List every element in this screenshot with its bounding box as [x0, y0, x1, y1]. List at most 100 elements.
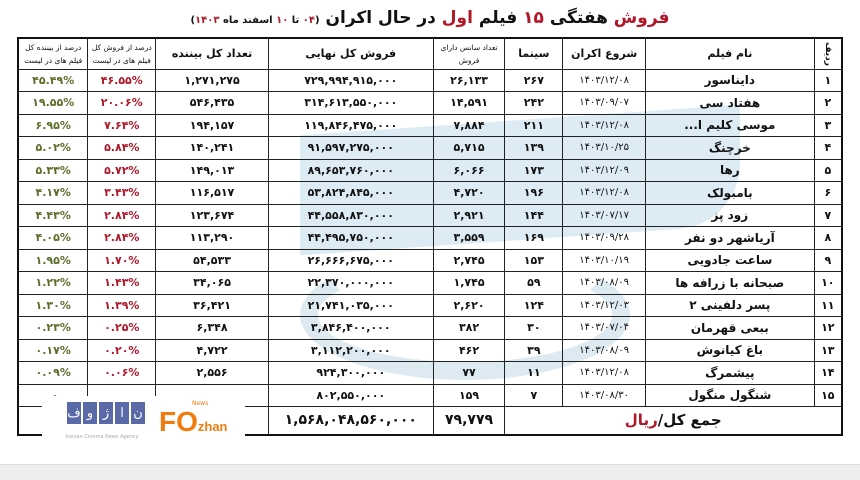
- header-sales: فروش کل نهایی: [267, 37, 434, 70]
- table-row: ۵ رها ۱۴۰۳/۱۲/۰۹ ۱۷۳ ۶,۰۶۶ ۸۹,۶۵۳,۷۶۰,۰۰۰ ۱۴۹,…: [17, 158, 843, 182]
- viewer-count: ۱۹۴,۱۵۷: [155, 113, 269, 137]
- table-row: ۶ بامبولک ۱۴۰۳/۱۲/۰۸ ۱۹۶ ۴,۷۲۰ ۵۳,۸۲۴,۸۴۵,۰۰۰…: [17, 181, 843, 205]
- viewer-percent: ۱.۲۲%: [17, 271, 89, 295]
- cinema-count: ۱۵۳: [504, 248, 564, 272]
- start-date: ۱۴۰۳/۱۲/۰۸: [562, 361, 647, 385]
- sales-percent: ۲.۸۴%: [87, 226, 157, 250]
- session-count: ۷,۸۸۴: [432, 113, 506, 137]
- film-name: هفتاد سی: [645, 91, 815, 115]
- rank-cell: ۱۲: [813, 316, 843, 340]
- cinema-count: ۱۲۴: [504, 293, 564, 317]
- film-name: زود پز: [645, 203, 815, 227]
- bottom-bar: [0, 464, 860, 480]
- cinema-count: ۲۴۲: [504, 91, 564, 115]
- cinema-count: ۷: [504, 383, 564, 407]
- total-sales: ۲۶,۶۶۶,۶۷۵,۰۰۰: [267, 248, 434, 272]
- film-name: ببعی قهرمان: [645, 316, 815, 340]
- sales-percent: ۵.۸۴%: [87, 136, 157, 160]
- rank-cell: ۱۱: [813, 293, 843, 317]
- rank-cell: ۹: [813, 248, 843, 272]
- total-sales: ۲۲,۳۷۰,۰۰۰,۰۰۰: [267, 271, 434, 295]
- viewer-count: ۳۶,۴۲۱: [155, 293, 269, 317]
- table-row: ۱۰ صبحانه با زرافه ها ۱۴۰۳/۰۸/۰۹ ۵۹ ۱,۷۴۵ ۲۲,…: [17, 271, 843, 295]
- viewer-percent: ۰.۱۷%: [17, 338, 89, 362]
- cinema-count: ۲۶۷: [504, 68, 564, 92]
- total-sales: ۳,۸۴۶,۴۰۰,۰۰۰: [267, 316, 434, 340]
- total-sessions: ۷۹,۷۷۹: [432, 406, 506, 435]
- table-row: ۳ موسی کلیم ا... ۱۴۰۳/۱۲/۰۸ ۲۱۱ ۷,۸۸۴ ۱۱۹,۸۴۶…: [17, 113, 843, 137]
- rank-cell: ۸: [813, 226, 843, 250]
- cinema-count: ۳۹: [504, 338, 564, 362]
- header-rank: ردیف: [813, 37, 843, 70]
- sales-percent: ۱.۴۳%: [87, 271, 157, 295]
- total-sales: ۱,۵۶۸,۰۴۸,۵۶۰,۰۰۰: [267, 406, 434, 435]
- rank-cell: ۱۰: [813, 271, 843, 295]
- session-count: ۳,۵۵۹: [432, 226, 506, 250]
- viewer-count: ۱۲۳,۶۷۴: [155, 203, 269, 227]
- session-count: ۲,۶۲۰: [432, 293, 506, 317]
- table-row: ۷ زود پز ۱۴۰۳/۰۷/۱۷ ۱۴۴ ۲,۹۲۱ ۴۴,۵۵۸,۸۳۰,۰۰۰ ۱…: [17, 203, 843, 227]
- start-date: ۱۴۰۳/۱۲/۰۸: [562, 68, 647, 92]
- viewer-percent: ۱.۹۵%: [17, 248, 89, 272]
- cinema-count: ۱۴۴: [504, 203, 564, 227]
- header-sales-pct: درصد از فروش کل فیلم های در لیست: [87, 37, 157, 70]
- rank-cell: ۵: [813, 158, 843, 182]
- header-viewers-pct: درصد از بیننده کل فیلم های در لیست: [17, 37, 89, 70]
- cinema-count: ۵۹: [504, 271, 564, 295]
- viewer-percent: ۱۹.۵۵%: [17, 91, 89, 115]
- table-row: ۹ ساعت جادویی ۱۴۰۳/۱۰/۱۹ ۱۵۳ ۲,۷۴۵ ۲۶,۶۶۶,۶۷۵…: [17, 248, 843, 272]
- header-sessions: تعداد سانس دارای فروش: [432, 37, 506, 70]
- table-row: ۲ هفتاد سی ۱۴۰۳/۰۹/۰۷ ۲۴۲ ۱۴,۵۹۱ ۳۱۴,۶۱۳,۵۵۰,…: [17, 91, 843, 115]
- session-count: ۱,۷۴۵: [432, 271, 506, 295]
- sales-percent: ۰.۰۶%: [87, 361, 157, 385]
- viewer-percent: ۴.۰۵%: [17, 226, 89, 250]
- session-count: ۲,۷۴۵: [432, 248, 506, 272]
- rank-cell: ۲: [813, 91, 843, 115]
- film-name: بامبولک: [645, 181, 815, 205]
- viewer-count: ۱۱۶,۵۱۷: [155, 181, 269, 205]
- session-count: ۱۴,۵۹۱: [432, 91, 506, 115]
- total-sales: ۹۲۴,۳۰۰,۰۰۰: [267, 361, 434, 385]
- film-name: پیشمرگ: [645, 361, 815, 385]
- rank-cell: ۱۴: [813, 361, 843, 385]
- film-name: شنگول منگول: [645, 383, 815, 407]
- viewer-count: ۶,۳۴۸: [155, 316, 269, 340]
- film-name: پسر دلفینی ۲: [645, 293, 815, 317]
- film-name: موسی کلیم ا...: [645, 113, 815, 137]
- date-range: (۰۴ تا ۱۰ اسفند ماه ۱۴۰۳): [190, 15, 320, 26]
- total-sales: ۷۲۹,۹۹۴,۹۱۵,۰۰۰: [267, 68, 434, 92]
- rank-cell: ۱۳: [813, 338, 843, 362]
- sales-percent: ۷.۶۴%: [87, 113, 157, 137]
- film-name: باغ کیانوش: [645, 338, 815, 362]
- table-row: ۱ دایناسور ۱۴۰۳/۱۲/۰۸ ۲۶۷ ۲۶,۱۳۳ ۷۲۹,۹۹۴,۹۱۵,…: [17, 68, 843, 92]
- start-date: ۱۴۰۳/۱۲/۰۸: [562, 113, 647, 137]
- sales-percent: ۴۶.۵۵%: [87, 68, 157, 92]
- table-row: ۱۳ باغ کیانوش ۱۴۰۳/۰۸/۰۹ ۳۹ ۴۶۲ ۳,۱۱۲,۲۰۰,۰۰۰…: [17, 338, 843, 362]
- session-count: ۷۷: [432, 361, 506, 385]
- rank-cell: ۷: [813, 203, 843, 227]
- total-sales: ۴۴,۴۹۵,۷۵۰,۰۰۰: [267, 226, 434, 250]
- cinema-count: ۱۳۹: [504, 136, 564, 160]
- session-count: ۱۵۹: [432, 383, 506, 407]
- film-name: ساعت جادویی: [645, 248, 815, 272]
- viewer-percent: ۱.۳۰%: [17, 293, 89, 317]
- news-label: News: [192, 400, 209, 407]
- table-row: ۱۴ پیشمرگ ۱۴۰۳/۱۲/۰۸ ۱۱ ۷۷ ۹۲۴,۳۰۰,۰۰۰ ۲,۵۵۶ ۰.…: [17, 361, 843, 385]
- total-sales: ۱۱۹,۸۴۶,۴۷۵,۰۰۰: [267, 113, 434, 137]
- viewer-percent: ۶.۹۵%: [17, 113, 89, 137]
- header-cinemas: سینما: [504, 37, 564, 70]
- table-row: ۱۲ ببعی قهرمان ۱۴۰۳/۰۷/۰۴ ۳۰ ۳۸۲ ۳,۸۴۶,۴۰۰,۰۰…: [17, 316, 843, 340]
- sales-percent: ۳.۴۳%: [87, 181, 157, 205]
- header-start: شروع اکران: [562, 37, 647, 70]
- viewer-count: ۵۴,۵۳۳: [155, 248, 269, 272]
- viewer-percent: ۴۵.۴۹%: [17, 68, 89, 92]
- film-name: دایناسور: [645, 68, 815, 92]
- viewer-count: ۱۱۳,۲۹۰: [155, 226, 269, 250]
- session-count: ۶,۰۶۶: [432, 158, 506, 182]
- viewer-percent: ۰.۲۳%: [17, 316, 89, 340]
- page-title: فروش هفتگی ۱۵ فیلم اول در حال اکران (۰۴ …: [190, 8, 670, 28]
- start-date: ۱۴۰۳/۱۰/۲۵: [562, 136, 647, 160]
- total-sales: ۸۹,۶۵۳,۷۶۰,۰۰۰: [267, 158, 434, 182]
- session-count: ۲۶,۱۳۳: [432, 68, 506, 92]
